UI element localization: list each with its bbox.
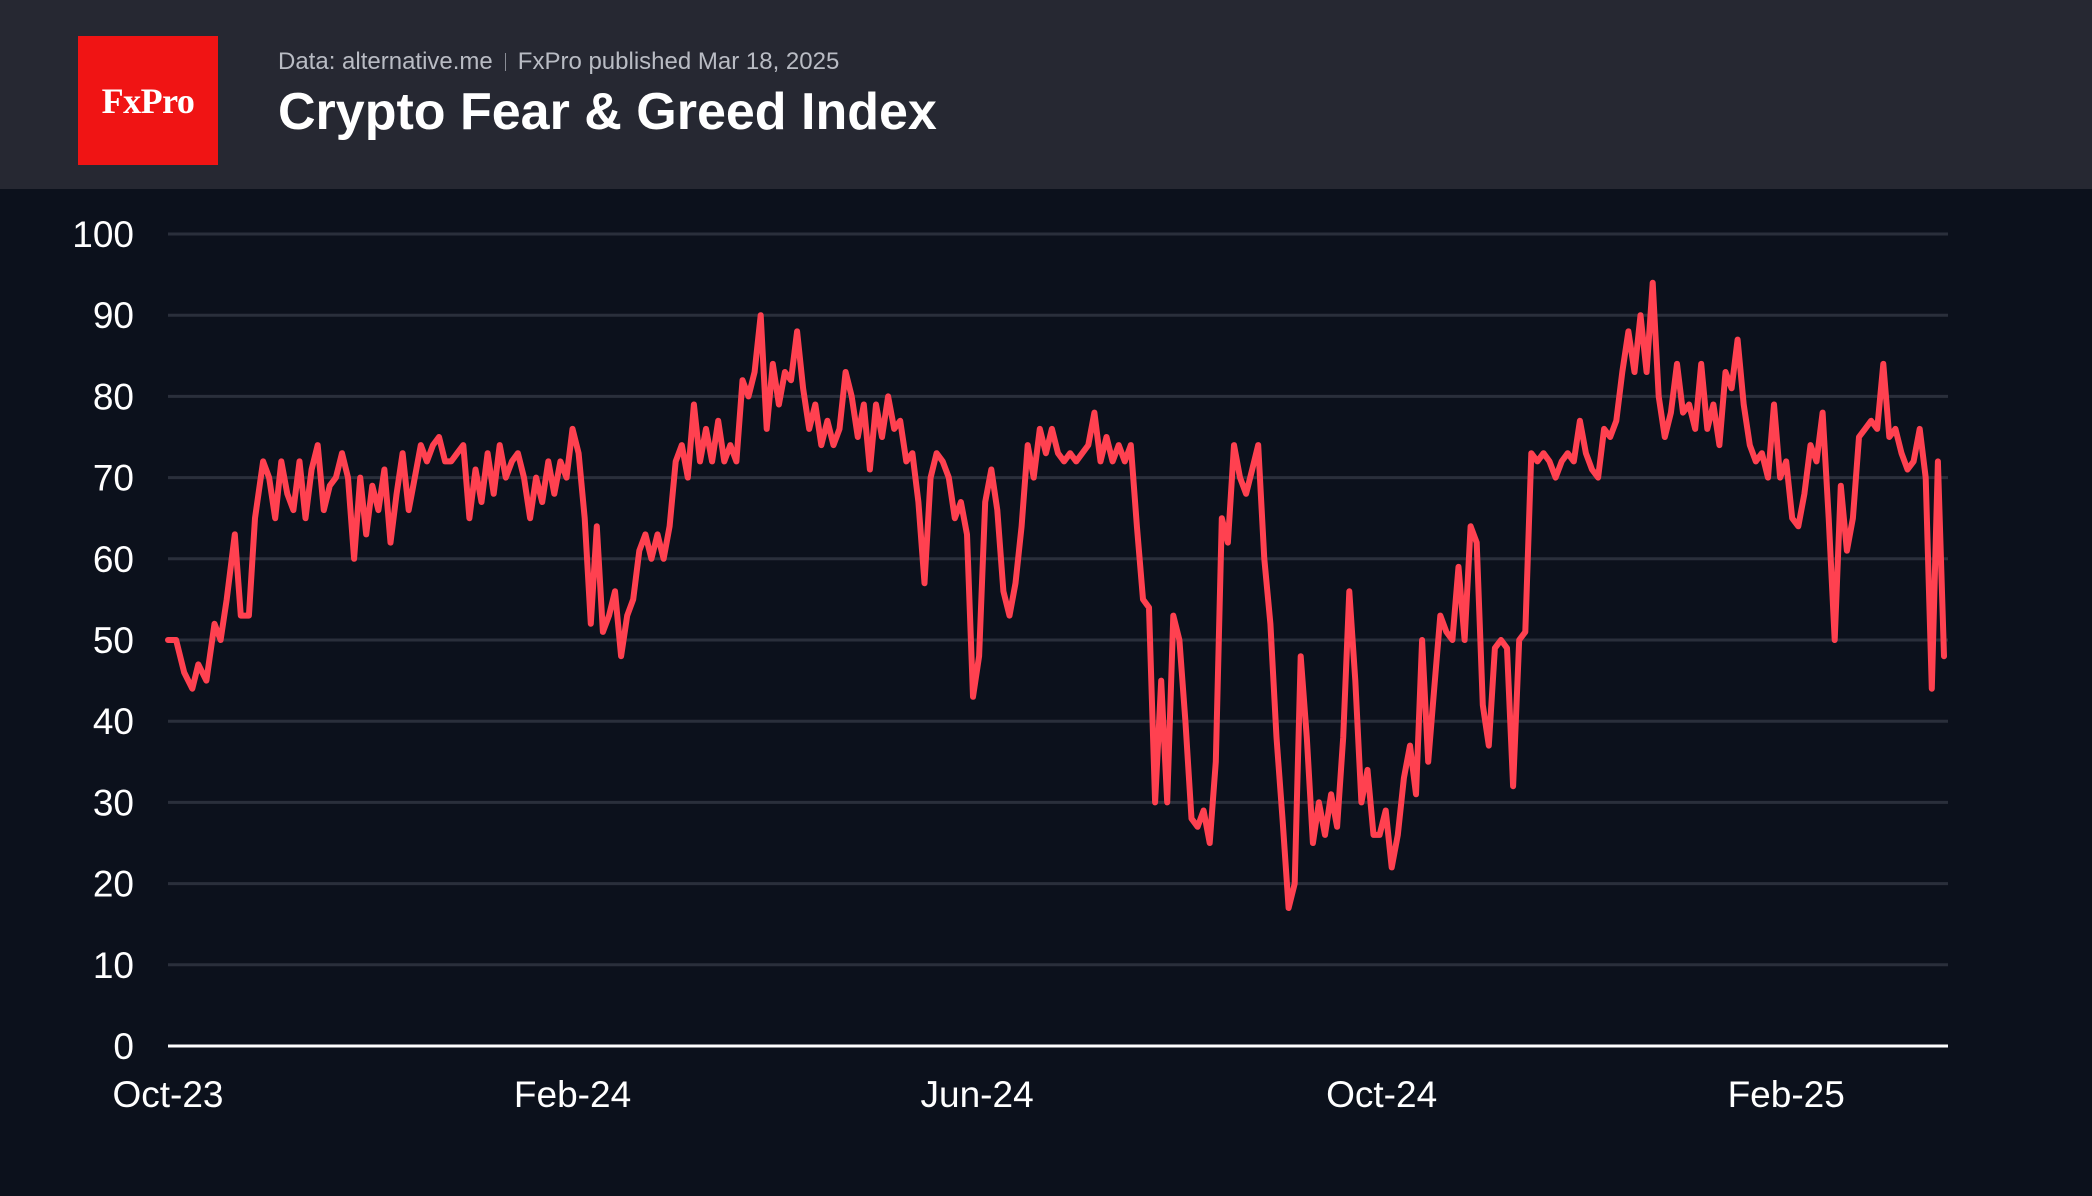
x-axis-ticks: Oct-23 Feb-24 Jun-24 Oct-24 Feb-25 <box>112 1074 1844 1115</box>
y-tick-label-50: 50 <box>93 620 134 661</box>
y-axis-ticks: 0 10 20 30 40 50 60 70 80 90 100 <box>72 214 134 1067</box>
y-tick-label-90: 90 <box>93 295 134 336</box>
data-source: Data: alternative.me <box>278 48 493 75</box>
y-tick-label-30: 30 <box>93 782 134 823</box>
y-tick-label-40: 40 <box>93 701 134 742</box>
fear-greed-chart: 0 10 20 30 40 50 60 70 80 90 100 Oct-23 Feb-24 Jun-2… <box>72 214 1948 1115</box>
x-tick-label-oct-23: Oct-23 <box>112 1074 223 1115</box>
y-tick-label-70: 70 <box>93 458 134 499</box>
x-tick-label-feb-24: Feb-24 <box>514 1074 631 1115</box>
chart-title: Crypto Fear & Greed Index <box>278 83 937 141</box>
fxpro-logo: FxPro <box>78 36 218 165</box>
chart-subtitle: Data: alternative.me FxPro published Mar … <box>278 48 839 76</box>
x-tick-label-feb-25: Feb-25 <box>1728 1074 1845 1115</box>
header-bar: FxPro Data: alternative.me FxPro publishe… <box>0 0 2092 189</box>
published-date: FxPro published Mar 18, 2025 <box>517 48 840 75</box>
y-tick-label-100: 100 <box>72 214 134 255</box>
y-tick-label-10: 10 <box>93 945 134 986</box>
x-tick-label-oct-24: Oct-24 <box>1326 1074 1437 1115</box>
y-tick-label-20: 20 <box>93 864 134 905</box>
logo-text: FxPro <box>101 80 195 121</box>
y-tick-label-0: 0 <box>113 1026 134 1067</box>
x-tick-label-jun-24: Jun-24 <box>921 1074 1034 1115</box>
y-tick-label-80: 80 <box>93 376 134 417</box>
fear-greed-series-line <box>165 279 1947 911</box>
y-tick-label-60: 60 <box>93 539 134 580</box>
subtitle-divider <box>504 53 506 71</box>
grid-lines <box>168 232 1948 967</box>
